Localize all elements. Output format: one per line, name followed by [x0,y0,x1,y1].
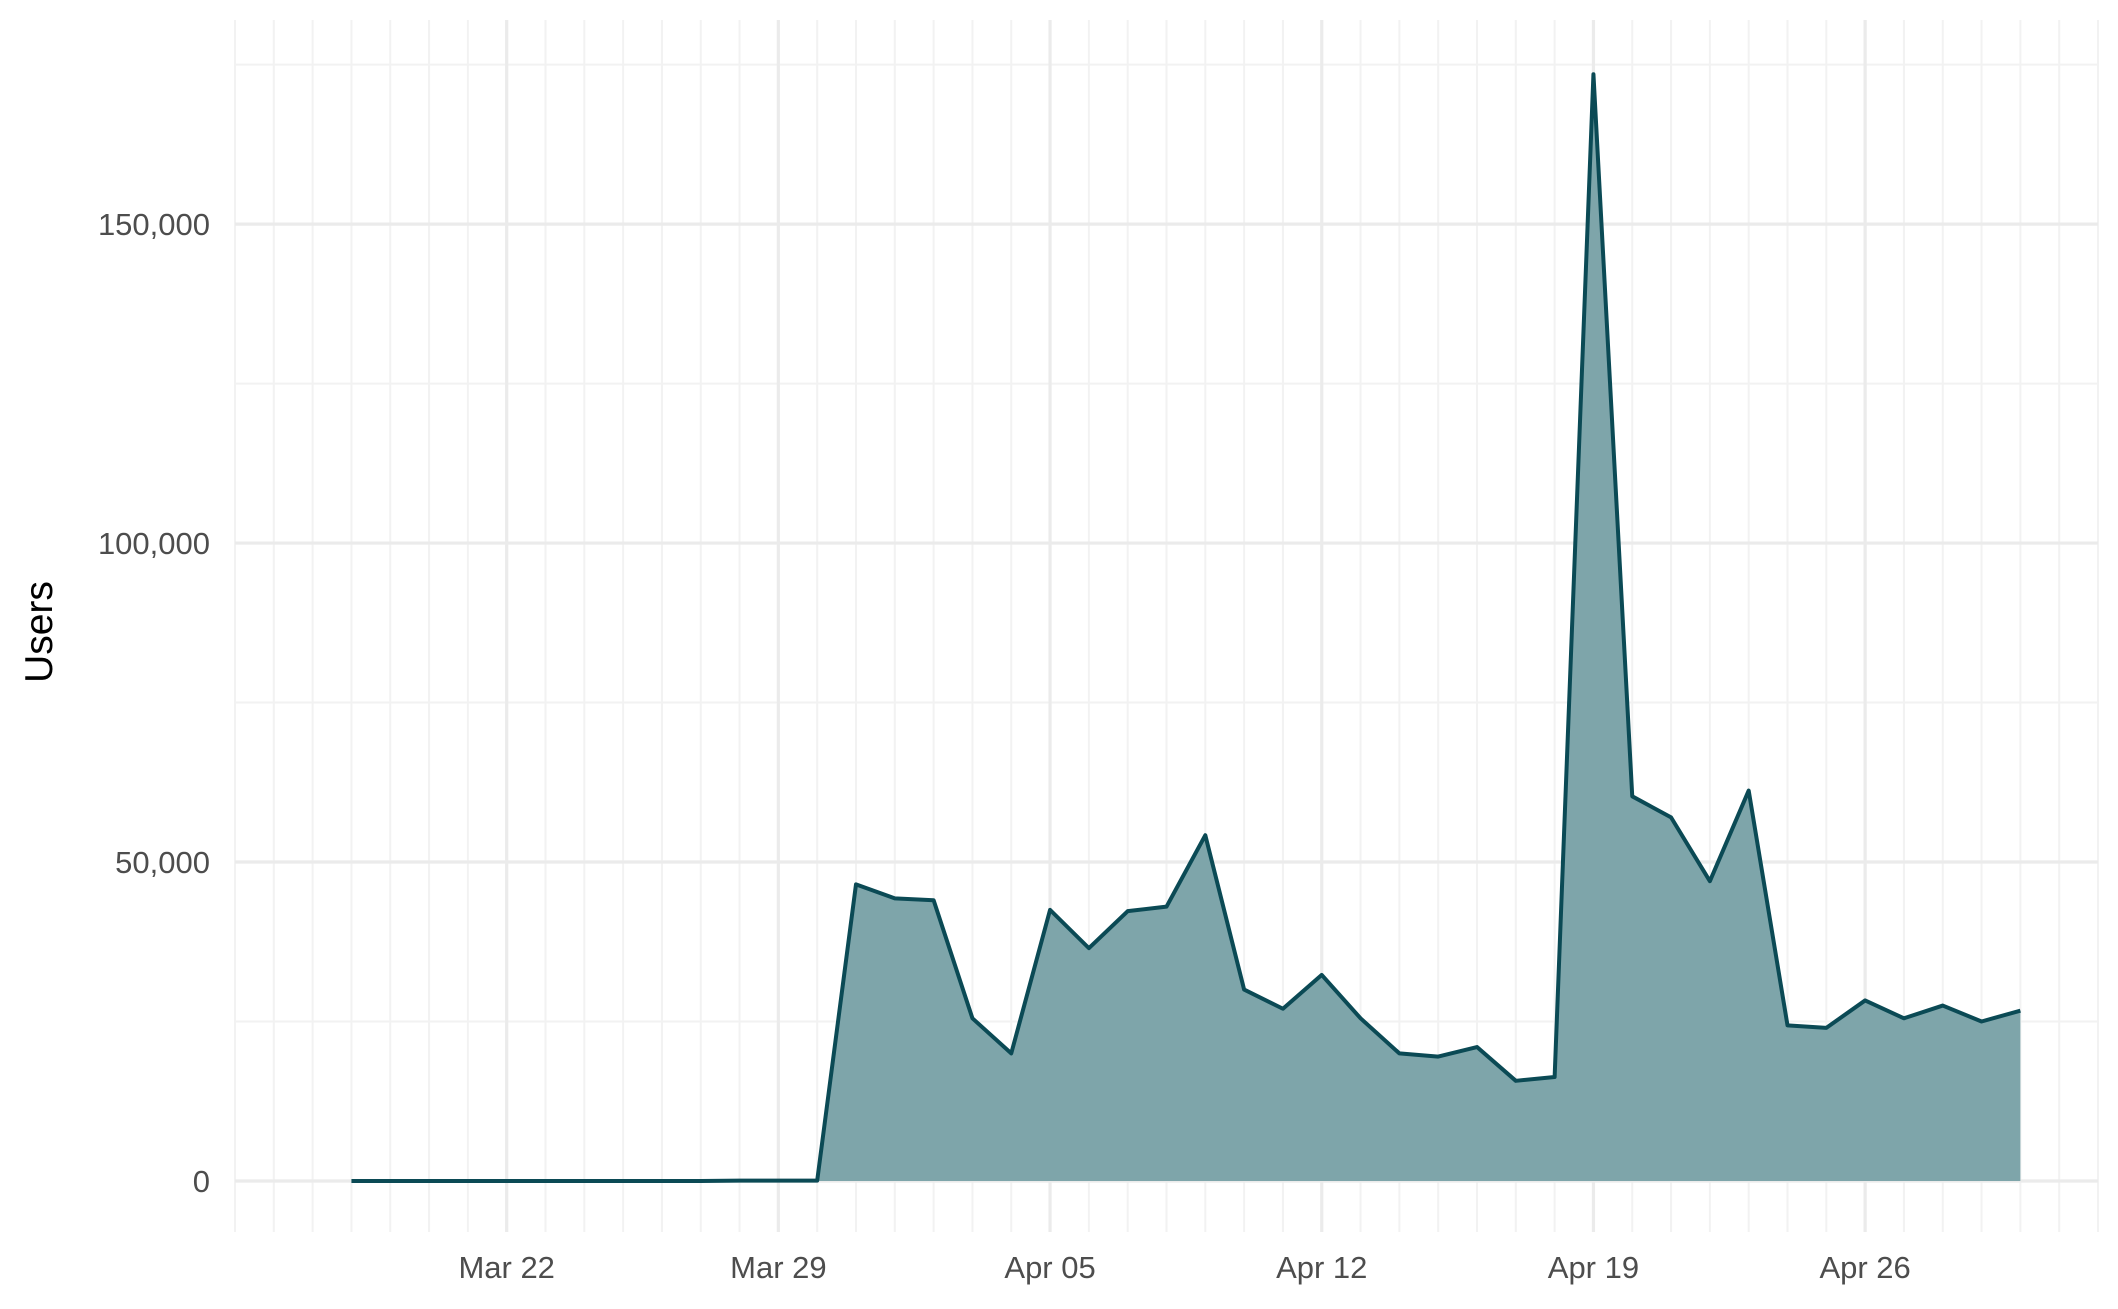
x-tick-label: Apr 19 [1548,1250,1639,1285]
series-layer [351,72,2021,1183]
x-axis-ticks: Mar 22 Mar 29 Apr 05 Apr 12 Apr 19 Apr 26 [458,1250,1910,1285]
y-tick-label: 150,000 [98,207,210,242]
y-tick-label: 0 [193,1164,210,1199]
y-axis-title: Users [18,581,61,683]
x-tick-label: Mar 22 [458,1250,554,1285]
x-tick-label: Apr 26 [1819,1250,1910,1285]
x-tick-label: Mar 29 [730,1250,826,1285]
y-axis-ticks: 0 50,000 100,000 150,000 [98,207,210,1199]
y-tick-label: 50,000 [115,845,210,880]
series-line [351,72,2021,1183]
x-tick-label: Apr 12 [1276,1250,1367,1285]
y-tick-label: 100,000 [98,526,210,561]
area-fill [351,74,2021,1181]
x-tick-label: Apr 05 [1004,1250,1095,1285]
